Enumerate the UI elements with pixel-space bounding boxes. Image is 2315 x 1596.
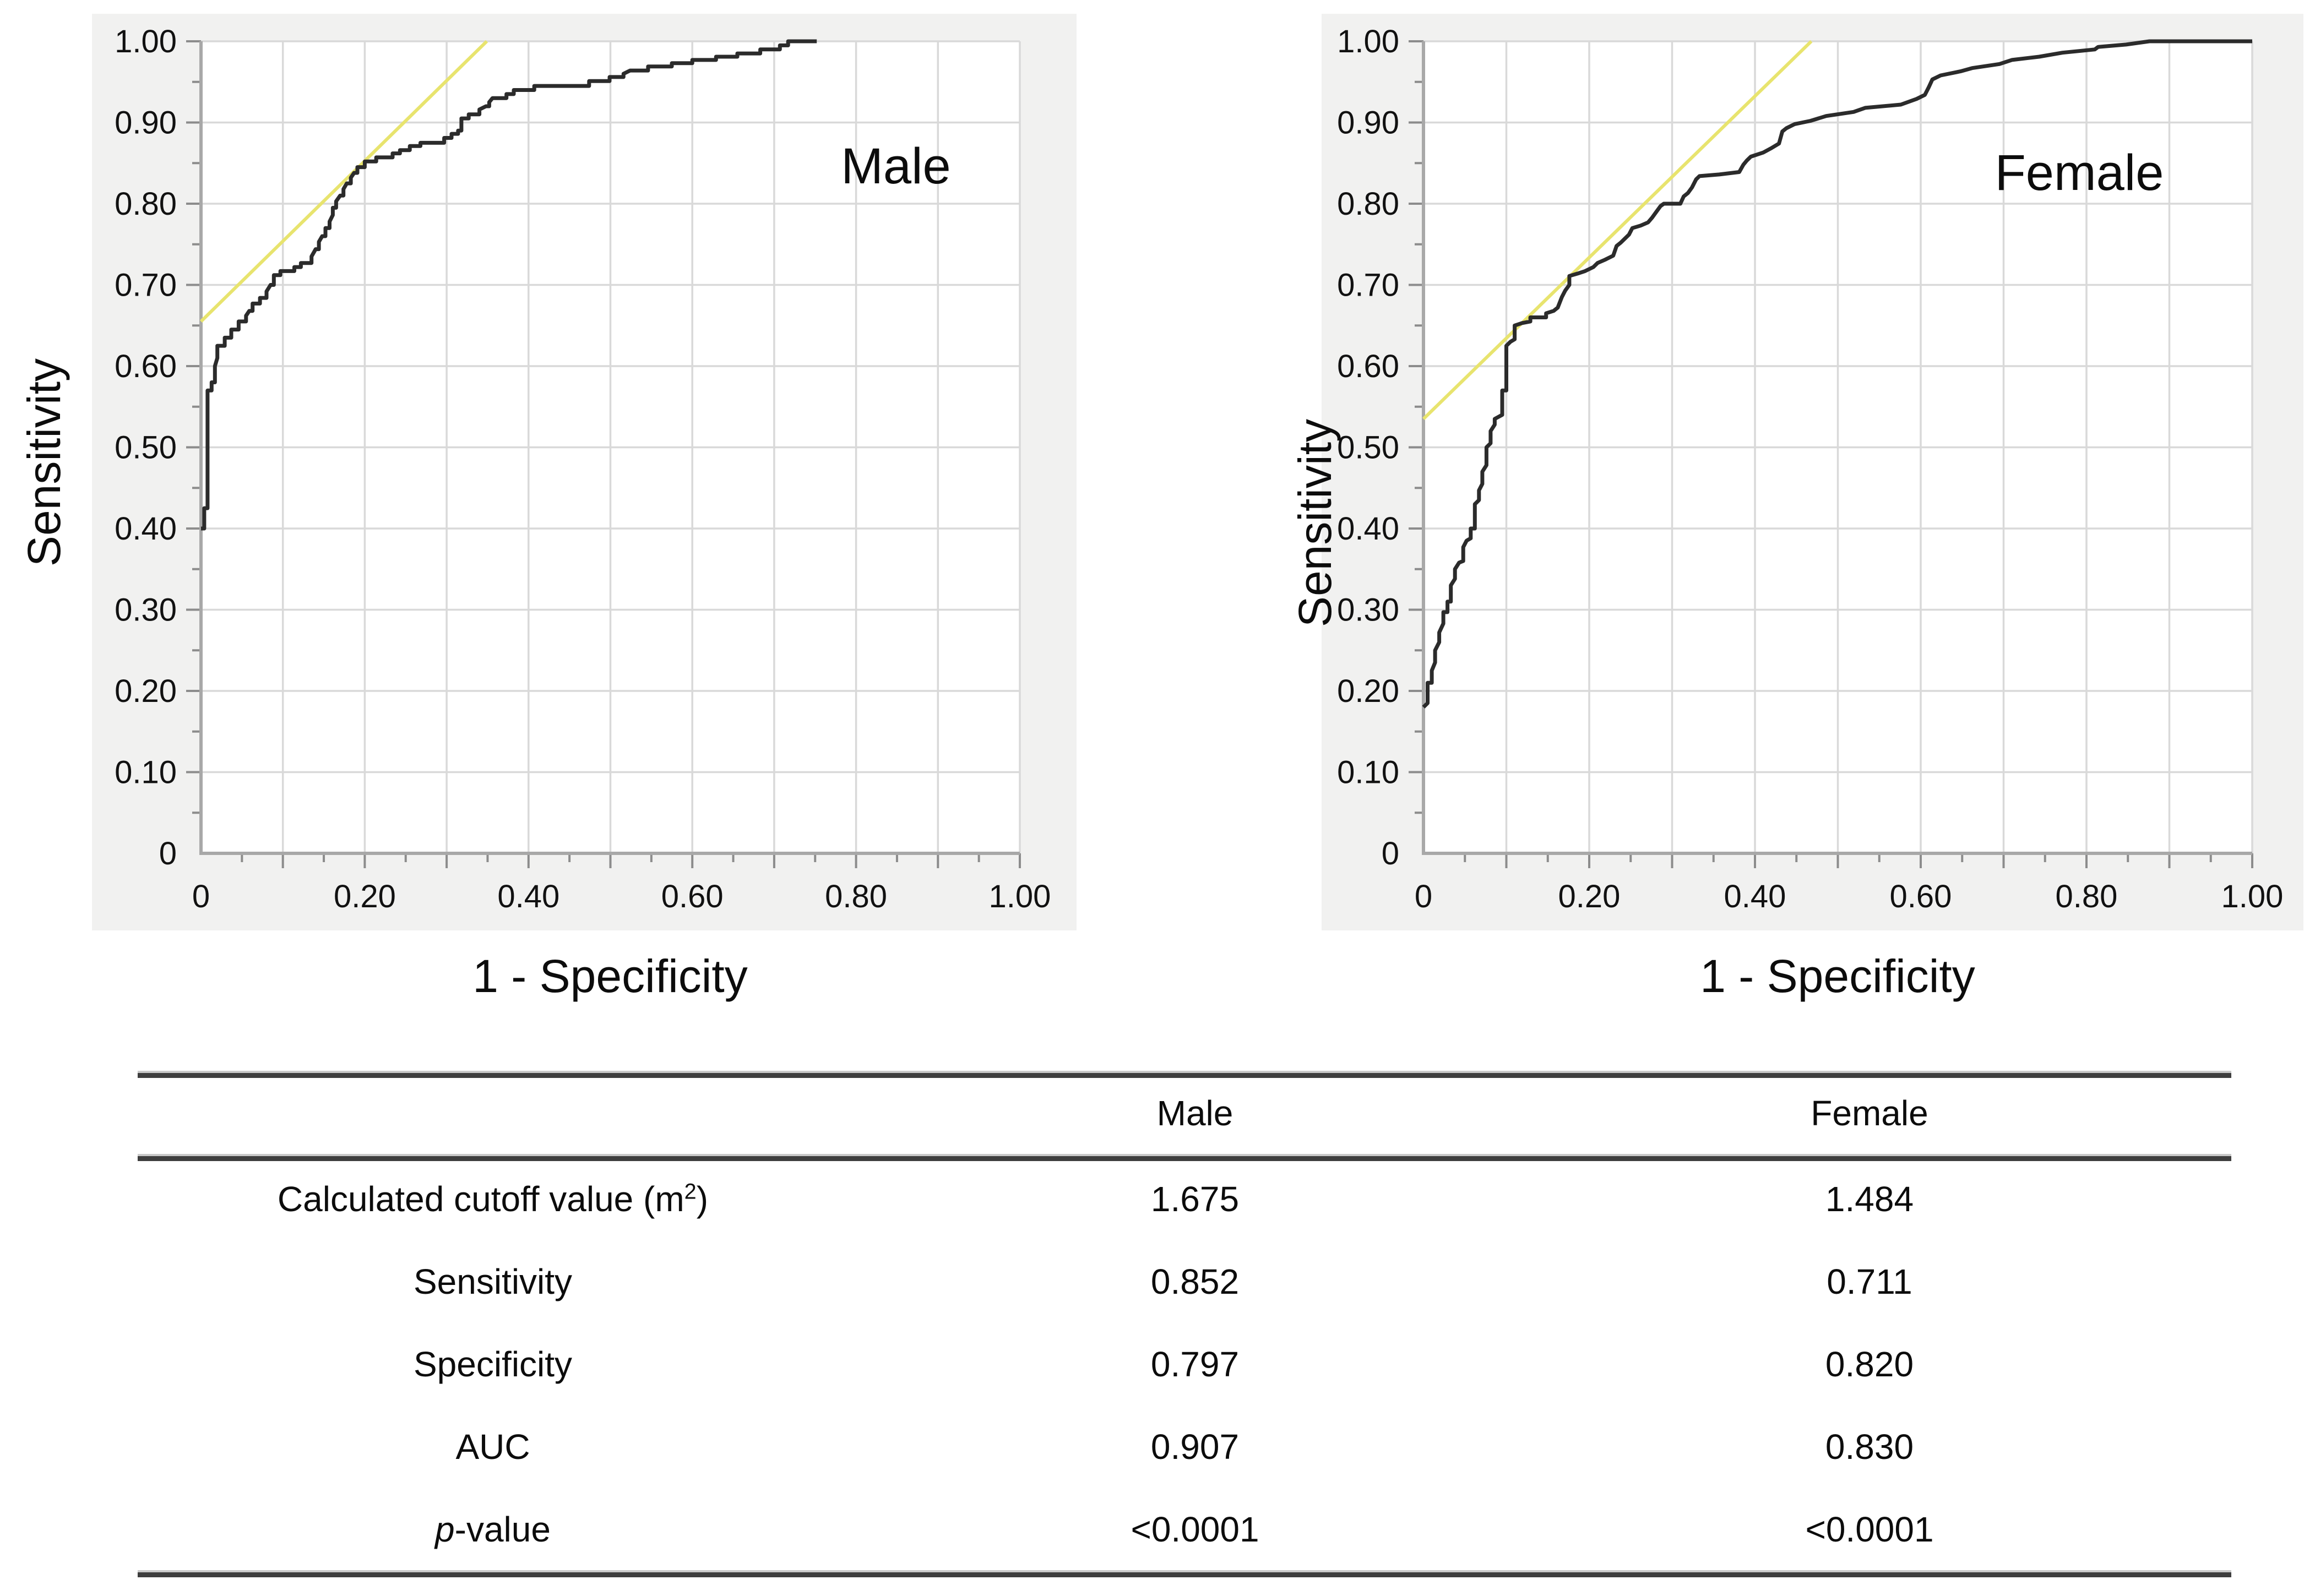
table-row-auc: AUC 0.907 0.830 bbox=[138, 1417, 2231, 1477]
x-axis-title-female: 1 - Specificity bbox=[1700, 950, 1975, 1002]
sensitivity-male-value: 0.852 bbox=[1150, 1262, 1240, 1301]
cutoff-tangent-line bbox=[199, 40, 488, 323]
y-tick-label: 0.30 bbox=[1337, 592, 1399, 628]
x-tick-label: 0.40 bbox=[497, 879, 559, 914]
y-tick-label: 0.20 bbox=[1337, 673, 1399, 709]
row-label-auc: AUC bbox=[455, 1427, 530, 1467]
table-row-specificity: Specificity 0.797 0.820 bbox=[138, 1334, 2231, 1395]
y-tick-label: 0.80 bbox=[1337, 186, 1399, 222]
y-tick-label: 0 bbox=[159, 836, 177, 871]
chart-title-female: Female bbox=[1995, 145, 2164, 201]
cutoff-label-text: Calculated cutoff value (m bbox=[277, 1179, 684, 1219]
x-tick-label: 1.00 bbox=[2221, 879, 2284, 914]
y-tick-label: 0.20 bbox=[115, 673, 177, 709]
y-tick-label: 0.10 bbox=[115, 755, 177, 791]
y-tick-label: 0.70 bbox=[115, 268, 177, 303]
roc-chart-female-panel: 0 0.20 0.40 0.60 0.80 1.00 0 0.10 0.20 0.30 0.40 0.… bbox=[1322, 14, 2303, 930]
y-tick-label: 0.60 bbox=[115, 348, 177, 384]
y-tick-label: 0.90 bbox=[1337, 105, 1399, 141]
roc-curve bbox=[1422, 39, 2252, 709]
y-tick-label: 0.50 bbox=[1337, 430, 1399, 466]
cutoff-female-value: 1.484 bbox=[1825, 1179, 1914, 1219]
x-axis-title-male: 1 - Specificity bbox=[472, 950, 748, 1002]
y-tick-label: 0 bbox=[1382, 836, 1399, 871]
auc-male-value: 0.907 bbox=[1150, 1427, 1240, 1467]
table-header-row: Male Female bbox=[138, 1083, 2231, 1143]
pvalue-male-value: <0.0001 bbox=[1131, 1510, 1259, 1549]
y-tick-label: 0.10 bbox=[1337, 755, 1399, 791]
cutoff-label-superscript: 2 bbox=[684, 1179, 697, 1204]
x-tick-label: 0.80 bbox=[825, 879, 887, 914]
cutoff-label-close: ) bbox=[696, 1179, 709, 1219]
table-top-rule bbox=[138, 1071, 2231, 1078]
x-tick-label: 0.20 bbox=[334, 879, 396, 914]
y-axis-title-female: Sensitivity bbox=[1289, 418, 1341, 628]
pvalue-label-suffix: -value bbox=[454, 1510, 551, 1549]
x-tick-label: 0.60 bbox=[661, 879, 724, 914]
y-tick-label: 0.60 bbox=[1337, 348, 1399, 384]
auc-female-value: 0.830 bbox=[1825, 1427, 1914, 1467]
row-label-sensitivity: Sensitivity bbox=[413, 1262, 573, 1301]
y-tick-label: 0.80 bbox=[115, 186, 177, 222]
row-label-cutoff: Calculated cutoff value (m2) bbox=[138, 1169, 848, 1229]
chart-title-male: Male bbox=[841, 138, 951, 194]
specificity-male-value: 0.797 bbox=[1150, 1344, 1240, 1384]
x-tick-label: 0 bbox=[1415, 879, 1432, 914]
x-tick-label: 0.80 bbox=[2056, 879, 2118, 914]
x-tick-label: 0.20 bbox=[1558, 879, 1621, 914]
table-row-cutoff: Calculated cutoff value (m2) 1.675 1.484 bbox=[138, 1169, 2231, 1229]
row-label-pvalue: p-value bbox=[138, 1499, 848, 1560]
table-header-female: Female bbox=[1811, 1093, 1928, 1133]
table-header-rule bbox=[138, 1154, 2231, 1161]
table-row-sensitivity: Sensitivity 0.852 0.711 bbox=[138, 1251, 2231, 1312]
y-tick-label: 0.50 bbox=[115, 430, 177, 466]
y-tick-label: 0.40 bbox=[115, 511, 177, 547]
row-label-specificity: Specificity bbox=[413, 1344, 573, 1384]
y-tick-label: 0.90 bbox=[115, 105, 177, 141]
y-tick-label: 0.70 bbox=[1337, 268, 1399, 303]
table-header-male: Male bbox=[1156, 1093, 1233, 1133]
cutoff-tangent-line bbox=[1422, 40, 1813, 421]
x-tick-label: 0.40 bbox=[1724, 879, 1786, 914]
x-tick-label: 1.00 bbox=[989, 879, 1051, 914]
pvalue-female-value: <0.0001 bbox=[1805, 1510, 1934, 1549]
x-tick-label: 0.60 bbox=[1890, 879, 1952, 914]
y-axis-title-male: Sensitivity bbox=[18, 358, 70, 567]
roc-chart-male: 0 0.20 0.40 0.60 0.80 1.00 0 0.10 0.20 0.30 0.40 0.… bbox=[115, 24, 1051, 914]
table-row-pvalue: p-value <0.0001 <0.0001 bbox=[138, 1499, 2231, 1560]
y-tick-label: 0.40 bbox=[1337, 511, 1399, 547]
cutoff-male-value: 1.675 bbox=[1150, 1179, 1240, 1219]
roc-chart-female: 0 0.20 0.40 0.60 0.80 1.00 0 0.10 0.20 0.30 0.40 0.… bbox=[1337, 24, 2284, 914]
x-tick-label: 0 bbox=[192, 879, 210, 914]
pvalue-label-italic-p: p bbox=[435, 1510, 455, 1549]
table-bottom-rule bbox=[138, 1570, 2231, 1577]
y-tick-label: 0.30 bbox=[115, 592, 177, 628]
roc-curve bbox=[201, 39, 817, 531]
sensitivity-female-value: 0.711 bbox=[1827, 1262, 1912, 1301]
y-tick-label: 1.00 bbox=[1337, 24, 1399, 59]
roc-chart-male-panel: 0 0.20 0.40 0.60 0.80 1.00 0 0.10 0.20 0.30 0.40 0.… bbox=[92, 14, 1077, 930]
specificity-female-value: 0.820 bbox=[1825, 1344, 1914, 1384]
y-tick-label: 1.00 bbox=[115, 24, 177, 59]
